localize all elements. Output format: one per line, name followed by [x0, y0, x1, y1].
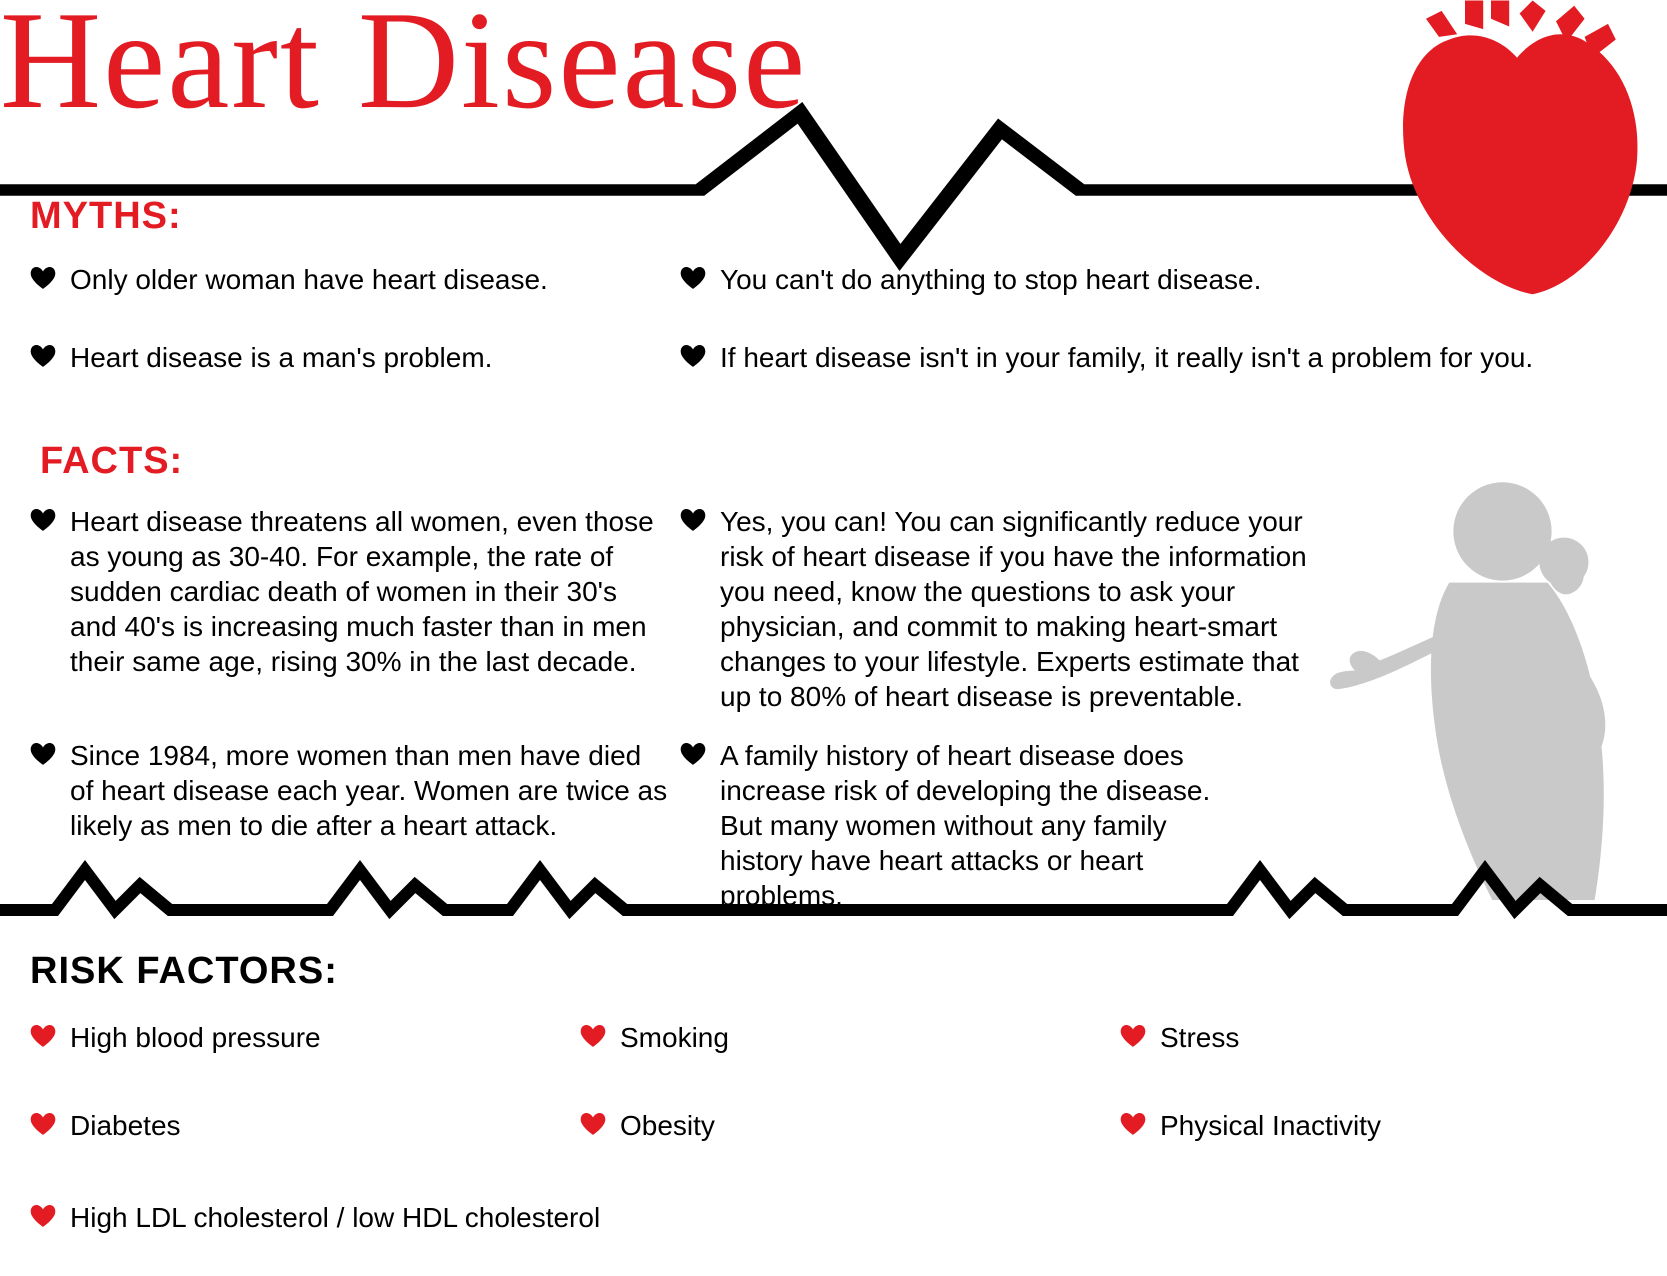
myth-item: Only older woman have heart disease. — [30, 262, 548, 297]
myths-heading: MYTHS: — [30, 195, 182, 238]
risk-heading: RISK FACTORS: — [30, 950, 338, 993]
heart-bullet-icon — [680, 266, 706, 290]
heart-bullet-icon — [30, 508, 56, 532]
risk-item: Physical Inactivity — [1120, 1108, 1381, 1143]
heart-bullet-icon — [30, 1024, 56, 1048]
heart-bullet-icon — [30, 344, 56, 368]
fact-text: Since 1984, more women than men have die… — [70, 738, 670, 843]
risk-text: Physical Inactivity — [1160, 1108, 1381, 1143]
risk-item: High LDL cholesterol / low HDL cholester… — [30, 1200, 600, 1235]
fact-text: Yes, you can! You can significantly redu… — [720, 504, 1310, 714]
heart-bullet-icon — [580, 1024, 606, 1048]
fact-item: Heart disease threatens all women, even … — [30, 504, 670, 679]
myth-text: If heart disease isn't in your family, i… — [720, 340, 1533, 375]
heart-bullet-icon — [30, 742, 56, 766]
myth-item: You can't do anything to stop heart dise… — [680, 262, 1261, 297]
ekg-line-bottom — [0, 855, 1667, 935]
facts-heading: FACTS: — [40, 440, 183, 483]
fact-text: Heart disease threatens all women, even … — [70, 504, 670, 679]
risk-item: Stress — [1120, 1020, 1239, 1055]
heart-bullet-icon — [680, 508, 706, 532]
fact-item: Yes, you can! You can significantly redu… — [680, 504, 1310, 714]
risk-item: Obesity — [580, 1108, 715, 1143]
myth-item: If heart disease isn't in your family, i… — [680, 340, 1533, 375]
heart-bullet-icon — [680, 344, 706, 368]
heart-bullet-icon — [580, 1112, 606, 1136]
risk-item: Diabetes — [30, 1108, 181, 1143]
risk-text: High LDL cholesterol / low HDL cholester… — [70, 1200, 600, 1235]
risk-text: Stress — [1160, 1020, 1239, 1055]
myth-text: Only older woman have heart disease. — [70, 262, 548, 297]
heart-bullet-icon — [1120, 1112, 1146, 1136]
infographic-page: Heart Disease MYTHS: Only older woman ha… — [0, 0, 1667, 1276]
anatomical-heart-icon — [1387, 0, 1647, 300]
myth-text: Heart disease is a man's problem. — [70, 340, 492, 375]
risk-text: Smoking — [620, 1020, 729, 1055]
heart-bullet-icon — [30, 266, 56, 290]
heart-bullet-icon — [680, 742, 706, 766]
woman-silhouette-icon — [1327, 470, 1637, 900]
heart-bullet-icon — [1120, 1024, 1146, 1048]
risk-item: Smoking — [580, 1020, 729, 1055]
myth-item: Heart disease is a man's problem. — [30, 340, 492, 375]
myth-text: You can't do anything to stop heart dise… — [720, 262, 1261, 297]
risk-text: Diabetes — [70, 1108, 181, 1143]
risk-text: High blood pressure — [70, 1020, 321, 1055]
risk-item: High blood pressure — [30, 1020, 321, 1055]
fact-item: Since 1984, more women than men have die… — [30, 738, 670, 843]
heart-bullet-icon — [30, 1204, 56, 1228]
heart-bullet-icon — [30, 1112, 56, 1136]
risk-text: Obesity — [620, 1108, 715, 1143]
